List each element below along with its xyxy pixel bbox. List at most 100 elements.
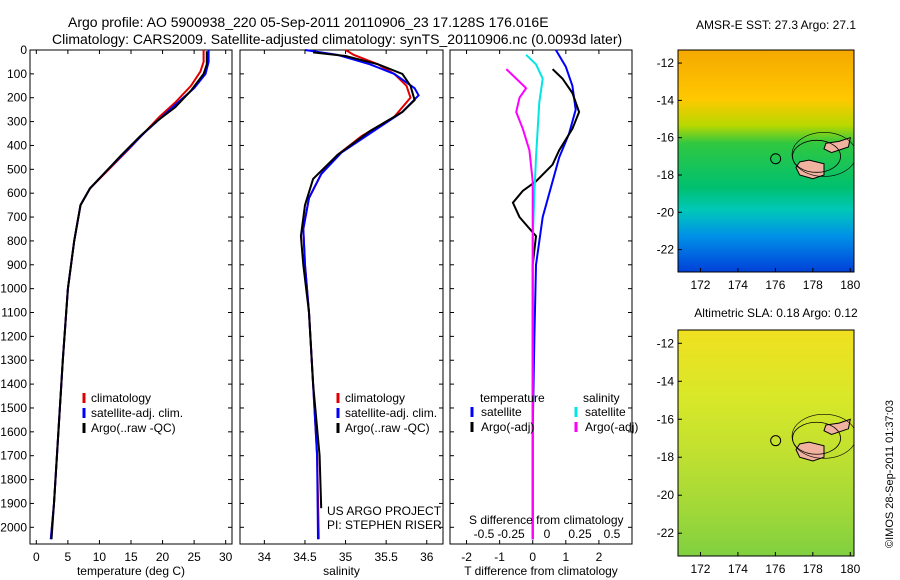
x-tick-label: 172 — [690, 562, 710, 576]
series-line — [49, 50, 205, 540]
x-tick-label: 178 — [803, 278, 823, 292]
map-field — [678, 50, 854, 272]
island-shape — [795, 441, 825, 462]
bathymetry-contour — [792, 421, 841, 455]
x-axis-label: salinity — [323, 564, 360, 578]
series-line — [531, 49, 577, 540]
legend-title-temperature: temperature — [480, 391, 545, 405]
difference-profile: -2 -1 0 1 2T difference from climatologytemp… — [449, 49, 638, 578]
bathymetry-contour — [791, 132, 854, 177]
legend-label: Argo(..raw -QC) — [345, 421, 430, 435]
x-tick-label: 35.5 — [374, 550, 398, 564]
x-tick-label: 10 — [93, 550, 107, 564]
y-tick-label: -16 — [657, 131, 675, 145]
legend-title-salinity: salinity — [583, 391, 620, 405]
y-tick-label: 600 — [7, 186, 27, 200]
series-line — [299, 51, 416, 509]
bathymetry-contour — [791, 414, 854, 459]
x-tick-label: 30 — [219, 550, 233, 564]
x-tick-label: 5 — [65, 550, 72, 564]
s-difference-tick-label: -0.5 — [474, 527, 495, 541]
series-line — [505, 68, 534, 540]
legend-label: satellite — [585, 405, 626, 419]
y-tick-label: 2000 — [0, 520, 27, 534]
x-tick-label: 1 — [562, 550, 569, 564]
temperature-profile: 0100200300400500600700800900100011001200… — [0, 43, 232, 578]
s-difference-tick-label: 0.25 — [568, 527, 592, 541]
bathymetry-contour — [792, 139, 841, 173]
series-line — [50, 51, 208, 540]
y-tick-label: -22 — [657, 526, 675, 540]
x-tick-label: 15 — [124, 550, 138, 564]
s-difference-tick-label: 0 — [544, 527, 551, 541]
argo-position-marker — [770, 153, 782, 165]
map-title: AMSR-E SST: 27.3 Argo: 27.1 — [696, 18, 856, 32]
x-tick-label: 172 — [690, 278, 710, 292]
map-field — [678, 330, 854, 556]
legend-label: satellite-adj. clim. — [345, 406, 437, 420]
map-overlay — [791, 414, 854, 462]
x-tick-label: 180 — [840, 562, 860, 576]
y-tick-label: 0 — [20, 43, 27, 57]
x-tick-label: 25 — [187, 550, 201, 564]
project-annotation: PI: STEPHEN RISER — [327, 518, 442, 532]
y-tick-label: 1500 — [0, 401, 27, 415]
plot-frame — [449, 49, 633, 545]
legend-label: satellite — [481, 405, 522, 419]
project-annotation: US ARGO PROJECT — [327, 504, 442, 518]
x-tick-label: 174 — [728, 278, 748, 292]
y-tick-label: 1700 — [0, 449, 27, 463]
x-tick-label: 178 — [803, 562, 823, 576]
legend-label: Argo(-adj) — [481, 420, 534, 434]
argo-position-marker — [770, 435, 782, 447]
map-frame — [677, 49, 855, 273]
y-tick-label: 700 — [7, 210, 27, 224]
x-tick-label: 34.5 — [293, 550, 317, 564]
x-tick-label: 176 — [765, 562, 785, 576]
legend-label: Argo(-adj) — [585, 420, 638, 434]
y-tick-label: 800 — [7, 234, 27, 248]
y-tick-label: 1600 — [0, 425, 27, 439]
y-tick-label: 300 — [7, 115, 27, 129]
s-difference-tick-label: -0.25 — [497, 527, 525, 541]
y-tick-label: 1900 — [0, 496, 27, 510]
island-shape — [795, 159, 825, 180]
x-tick-label: 35 — [339, 550, 353, 564]
x-tick-label: -2 — [461, 550, 472, 564]
header-line-1: Argo profile: AO 5900938_220 05-Sep-2011… — [68, 14, 549, 30]
y-tick-label: 100 — [7, 67, 27, 81]
copyright-stamp: ©IMOS 28-Sep-2011 01:37:03 — [884, 400, 896, 548]
x-tick-label: 180 — [840, 278, 860, 292]
legend-label: climatology — [91, 391, 151, 405]
y-tick-label: -20 — [657, 488, 675, 502]
x-tick-label: 176 — [765, 278, 785, 292]
y-tick-label: 200 — [7, 91, 27, 105]
x-tick-label: 20 — [156, 550, 170, 564]
x-tick-label: 2 — [596, 550, 603, 564]
legend-label: satellite-adj. clim. — [91, 406, 183, 420]
y-tick-label: 1300 — [0, 353, 27, 367]
series-line — [49, 50, 210, 540]
header-line-2: Climatology: CARS2009. Satellite-adjuste… — [52, 31, 622, 47]
y-tick-label: -18 — [657, 168, 675, 182]
y-tick-label: -22 — [657, 243, 675, 257]
x-axis-label: temperature (deg C) — [77, 564, 185, 578]
legend-label: Argo(..raw -QC) — [91, 421, 176, 435]
y-tick-label: 1200 — [0, 329, 27, 343]
amsre-sst-map: AMSR-E SST: 27.3 Argo: 27.1 172 174 176 178 1… — [657, 18, 861, 292]
y-tick-label: 1400 — [0, 377, 27, 391]
x-tick-label: 174 — [728, 562, 748, 576]
s-difference-axis-label: S difference from climatology — [469, 513, 624, 527]
y-tick-label: 500 — [7, 162, 27, 176]
x-tick-label: 0 — [33, 550, 40, 564]
s-difference-tick-label: 0.5 — [604, 527, 621, 541]
y-tick-label: 400 — [7, 138, 27, 152]
plot-frame — [239, 49, 444, 545]
map-frame — [677, 329, 855, 557]
y-tick-label: -18 — [657, 450, 675, 464]
series-line — [511, 68, 581, 540]
y-tick-label: -20 — [657, 205, 675, 219]
island-shape — [823, 418, 851, 436]
y-tick-label: -14 — [657, 374, 675, 388]
x-tick-label: 34 — [258, 550, 272, 564]
